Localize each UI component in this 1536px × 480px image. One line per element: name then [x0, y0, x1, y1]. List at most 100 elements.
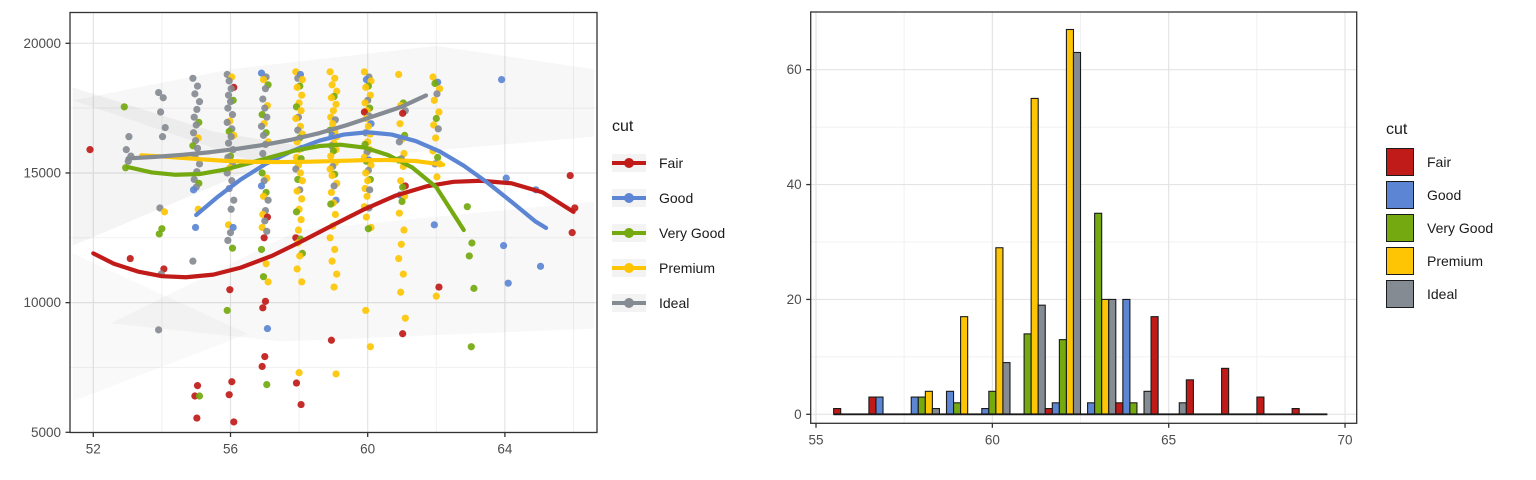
- scatter-point: [397, 288, 405, 296]
- scatter-point: [259, 76, 268, 84]
- hist-bar-very-good: [917, 396, 926, 415]
- scatter-point: [228, 244, 237, 252]
- legend-item-label: Very Good: [1427, 220, 1494, 236]
- x-tick-label: 56: [223, 442, 238, 457]
- axes: 52 56 60 64 5000 10000 15000 20000: [23, 11, 598, 457]
- scatter-point: [227, 133, 235, 141]
- legend-key-dot: [624, 262, 634, 273]
- scatter-point: [228, 111, 237, 119]
- hist-bar-premium: [1030, 97, 1039, 415]
- scatter-point: [360, 68, 369, 76]
- scatter-point: [195, 98, 204, 106]
- y-tick-label: 10000: [23, 295, 61, 310]
- scatter-point: [326, 234, 334, 242]
- scatter-point: [263, 324, 272, 333]
- scatter-point: [192, 121, 200, 129]
- scatter-point: [499, 241, 508, 250]
- scatter-point: [224, 91, 233, 99]
- hist-bar-very-good: [988, 390, 997, 415]
- scatter-point: [401, 314, 409, 322]
- y-tick-label: 20: [787, 292, 802, 307]
- scatter-point: [257, 245, 266, 254]
- x-tick-label: 55: [808, 432, 823, 447]
- hist-bar-ideal: [1037, 304, 1046, 415]
- scatter-point: [298, 91, 306, 99]
- legend-key-swatch: [1386, 280, 1414, 308]
- legend-item-fair: Fair: [612, 145, 725, 180]
- scatter-point: [259, 131, 268, 139]
- scatter-point: [399, 109, 407, 117]
- scatter-point: [298, 278, 306, 286]
- scatter-point: [224, 139, 233, 147]
- scatter-point: [224, 236, 232, 244]
- scatter-point: [261, 352, 269, 361]
- scatter-point: [395, 254, 403, 263]
- scatter-point: [297, 400, 305, 409]
- legend-key-swatch: [1386, 148, 1414, 176]
- scatter-point: [432, 292, 440, 300]
- hist-bar-fair: [1256, 396, 1265, 415]
- scatter-point: [120, 103, 128, 111]
- scatter-point: [228, 378, 236, 386]
- scatter-point: [435, 283, 443, 291]
- scatter-point: [433, 173, 441, 181]
- scatter-point: [331, 74, 339, 82]
- legend-key-line-dot: [612, 188, 646, 207]
- y-tick-label: 20000: [23, 36, 61, 51]
- legend-scatter-cut: cut Fair Good Very Good Premium Ideal: [612, 118, 725, 320]
- scatter-point: [434, 125, 442, 133]
- scatter-point: [223, 306, 231, 315]
- scatter-point: [297, 107, 305, 115]
- scatter-point: [155, 88, 163, 97]
- scatter-point: [397, 240, 405, 248]
- legend-key-swatch: [1386, 247, 1414, 275]
- legend-items: Fair Good Very Good Premium Ideal: [612, 145, 725, 320]
- scatter-point: [259, 304, 267, 312]
- scatter-point: [331, 210, 339, 219]
- scatter-point: [261, 217, 269, 225]
- hist-bar-fair: [1185, 379, 1194, 415]
- scatter-point: [294, 226, 303, 234]
- y-tick-label: 60: [787, 62, 802, 77]
- scatter-point: [261, 297, 270, 305]
- hist-bar-fair: [1150, 316, 1159, 415]
- axes: 55 60 65 70 0 20 40 60: [787, 11, 1358, 447]
- hist-bar-premium: [1101, 298, 1110, 415]
- legend-key-swatch: [1386, 214, 1414, 242]
- scatter-point: [86, 146, 94, 154]
- y-tick-label: 0: [794, 407, 802, 422]
- hist-bar-ideal: [1108, 298, 1117, 415]
- y-tick-label: 5000: [31, 425, 61, 440]
- scatter-point: [257, 182, 266, 190]
- scatter-point: [468, 239, 476, 247]
- scatter-point: [465, 252, 473, 260]
- scatter-point: [366, 186, 374, 194]
- legend-item-label: Premium: [659, 259, 716, 276]
- x-tick-label: 60: [985, 432, 1000, 447]
- hist-bar-good: [1122, 298, 1131, 415]
- scatter-point: [264, 196, 272, 204]
- scatter-point: [125, 133, 133, 141]
- scatter-point: [156, 108, 165, 116]
- scatter-point: [293, 265, 301, 273]
- legend-item-label: Good: [659, 189, 694, 206]
- scatter-point: [263, 227, 271, 235]
- scatter-point: [261, 85, 270, 93]
- scatter-point: [193, 382, 202, 390]
- scatter-point: [327, 94, 336, 102]
- legend-item-label: Good: [1427, 187, 1462, 203]
- scatter-point: [432, 114, 440, 123]
- legend-item-fair: Fair: [1386, 148, 1493, 176]
- y-tick-label: 40: [787, 177, 802, 192]
- scatter-point: [326, 68, 334, 76]
- scatter-point: [298, 195, 306, 203]
- smooth-curve-very-good: [125, 142, 466, 233]
- scatter-point: [328, 81, 336, 89]
- scatter-point: [504, 279, 512, 287]
- legend-key-line-dot: [612, 153, 646, 172]
- legend-items: Fair Good Very Good Premium Ideal: [1386, 148, 1493, 308]
- scatter-point: [189, 186, 198, 194]
- hist-bar-fair: [868, 396, 877, 415]
- scatter-point: [470, 284, 478, 292]
